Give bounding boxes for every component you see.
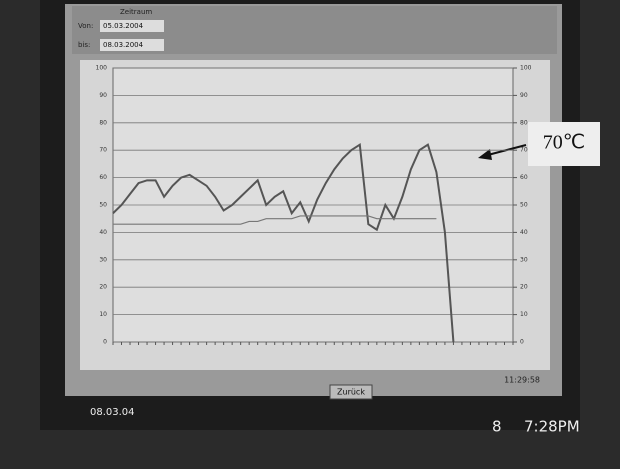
y-tick-label: 30 [99,256,107,263]
y2-tick-label: 100 [520,65,532,72]
y-tick-label: 60 [99,174,107,181]
y2-tick-label: 40 [520,229,528,236]
camera-time: 7:28PM [524,418,580,436]
y2-tick-label: 10 [520,311,528,318]
y-tick-label: 80 [99,119,107,126]
y-tick-label: 90 [99,92,107,99]
y-tick-label: 70 [99,147,107,154]
camera-day: 8 [492,418,502,436]
y-tick-label: 50 [99,202,107,209]
y-tick-label: 0 [103,339,107,346]
clock: 11:29:58 [504,376,540,385]
to-label: bis: [78,41,90,49]
y2-tick-label: 20 [520,284,528,291]
y2-tick-label: 30 [520,256,528,263]
to-value: 08.03.2004 [103,41,144,49]
annotation: 70℃ [543,132,585,154]
back-button-label: Zurück [337,388,365,397]
from-value: 05.03.2004 [103,22,144,30]
y2-tick-label: 80 [520,119,528,126]
y-tick-label: 100 [96,65,108,72]
y2-tick-label: 60 [520,174,528,181]
y2-tick-label: 50 [520,202,528,209]
photo: Zeitraum Von: 05.03.2004 bis: 08.03.2004… [0,0,620,469]
y-tick-label: 20 [99,284,107,291]
chart: Zeitraum Von: 05.03.2004 bis: 08.03.2004… [0,0,620,469]
from-label: Von: [78,22,93,30]
y-tick-label: 40 [99,229,107,236]
y2-tick-label: 0 [520,339,524,346]
date-stamp: 08.03.04 [90,407,135,418]
y-tick-label: 10 [99,311,107,318]
y2-tick-label: 70 [520,147,528,154]
range-label: Zeitraum [120,8,152,16]
y2-tick-label: 90 [520,92,528,99]
